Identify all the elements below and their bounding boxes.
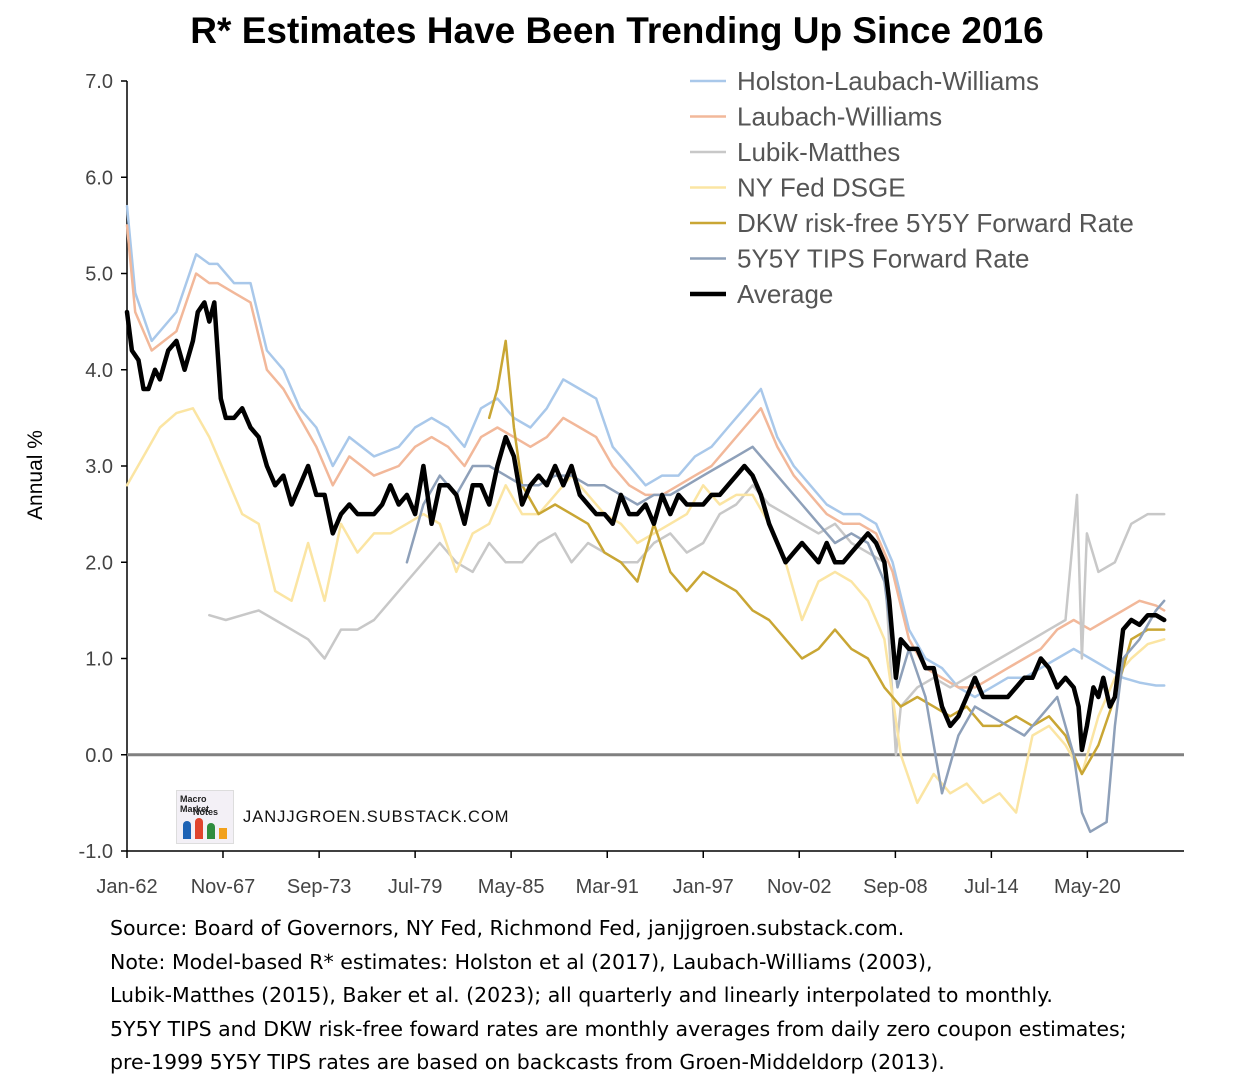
legend-label: NY Fed DSGE — [737, 173, 906, 203]
macro-market-notes-logo: Macro Market Notes — [176, 790, 234, 844]
x-tick-label: Nov-02 — [767, 876, 831, 898]
line-chart: -1.0 0.0 1.0 2.0 3.0 4.0 5.0 6.0 7.0 Jan-62 Nov-6… — [24, 66, 1184, 898]
note-line-3: Lubik-Matthes (2015), Baker et al. (2023… — [110, 983, 1053, 1008]
x-axis: Jan-62 Nov-67 Sep-73 Jul-79 May-85 Mar-91 Jan-… — [96, 753, 1184, 898]
legend-label: 5Y5Y TIPS Forward Rate — [737, 244, 1029, 274]
y-tick-label: 3.0 — [85, 456, 113, 478]
y-tick-label: -1.0 — [79, 841, 113, 863]
legend-label: Lubik-Matthes — [737, 137, 900, 167]
note-line-4: 5Y5Y TIPS and DKW risk-free foward rates… — [110, 1016, 1127, 1041]
legend-label: Holston-Laubach-Williams — [737, 66, 1039, 96]
series-line-dkw-risk-free-5y5y-forward-rate — [487, 339, 1166, 776]
legend: Holston-Laubach-Williams Laubach-Williams… — [690, 66, 1134, 309]
y-axis-label: Annual % — [24, 430, 47, 520]
x-tick-label: Sep-73 — [287, 876, 352, 898]
x-tick-label: May-20 — [1054, 876, 1121, 898]
x-tick-label: Nov-67 — [191, 876, 255, 898]
watermark-text: JANJJGROEN.SUBSTACK.COM — [243, 808, 510, 826]
y-tick-label: 5.0 — [85, 264, 113, 286]
y-axis: -1.0 0.0 1.0 2.0 3.0 4.0 5.0 6.0 7.0 — [79, 71, 128, 863]
x-tick-label: Jan-62 — [96, 876, 157, 898]
y-tick-label: 7.0 — [85, 71, 113, 93]
x-tick-label: Jan-97 — [673, 876, 734, 898]
series-line-lubik-matthes — [208, 484, 1166, 757]
y-tick-label: 0.0 — [85, 745, 113, 767]
legend-label: DKW risk-free 5Y5Y Forward Rate — [737, 208, 1134, 238]
series-lines — [124, 204, 1167, 834]
series-line-laubach-williams — [125, 224, 1166, 689]
y-tick-label: 2.0 — [85, 552, 113, 574]
note-line-2: Note: Model-based R* estimates: Holston … — [110, 949, 933, 974]
x-tick-label: May-85 — [478, 876, 545, 898]
x-tick-label: Jul-14 — [964, 876, 1018, 898]
source-notes: Source: Board of Governors, NY Fed, Rich… — [110, 912, 1230, 1080]
legend-label: Laubach-Williams — [737, 102, 942, 132]
series-line-average — [124, 300, 1167, 753]
logo-line1: Macro Market — [180, 794, 210, 814]
series-line-ny-fed-dsge — [125, 407, 1166, 814]
logo-line2: Notes — [193, 807, 219, 817]
x-tick-label: Jul-79 — [388, 876, 442, 898]
series-line-5y5y-tips-forward-rate — [405, 445, 1166, 834]
note-line-5: pre-1999 5Y5Y TIPS rates are based on ba… — [110, 1050, 945, 1075]
y-tick-label: 4.0 — [85, 360, 113, 382]
x-tick-label: Sep-08 — [863, 876, 928, 898]
legend-label: Average — [737, 279, 833, 309]
series-line-holston-laubach-williams — [125, 204, 1166, 699]
chart-title: R* Estimates Have Been Trending Up Since… — [190, 10, 1044, 51]
y-tick-label: 6.0 — [85, 167, 113, 189]
x-tick-label: Mar-91 — [576, 876, 639, 898]
y-tick-label: 1.0 — [85, 649, 113, 671]
note-line-1: Source: Board of Governors, NY Fed, Rich… — [110, 916, 905, 940]
